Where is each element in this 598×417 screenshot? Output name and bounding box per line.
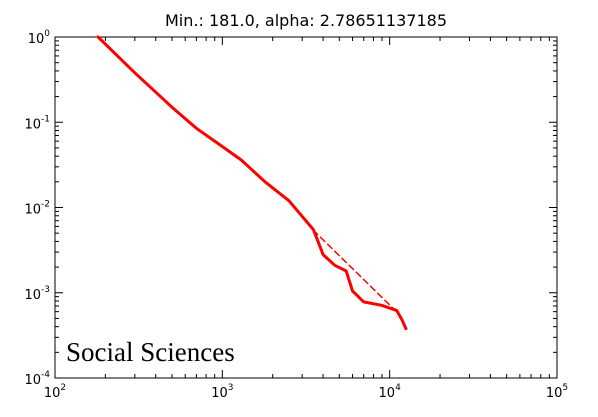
x-tick-label: 103	[211, 383, 233, 401]
x-tick-label: 105	[546, 383, 568, 401]
y-tick-label: 10-1	[24, 114, 50, 132]
y-tick-label: 10-4	[24, 370, 50, 388]
annotation-social-sciences: Social Sciences	[66, 337, 235, 367]
empirical-ccdf-line	[96, 35, 408, 331]
y-tick-label: 100	[28, 29, 51, 47]
chart-title: Min.: 181.0, alpha: 2.78651137185	[165, 11, 447, 30]
power-law-fit-line	[312, 229, 400, 315]
y-tick-label: 10-3	[24, 285, 50, 303]
axis-tick-labels: 102 103 104 105 100 10-1 10-2 10-3 10-4	[24, 29, 568, 401]
x-tick-label: 102	[44, 383, 66, 401]
axis-ticks	[54, 36, 558, 379]
series-layer	[96, 35, 408, 331]
plot-area	[54, 36, 558, 379]
x-tick-label: 104	[379, 383, 402, 401]
y-tick-label: 10-2	[24, 200, 50, 218]
